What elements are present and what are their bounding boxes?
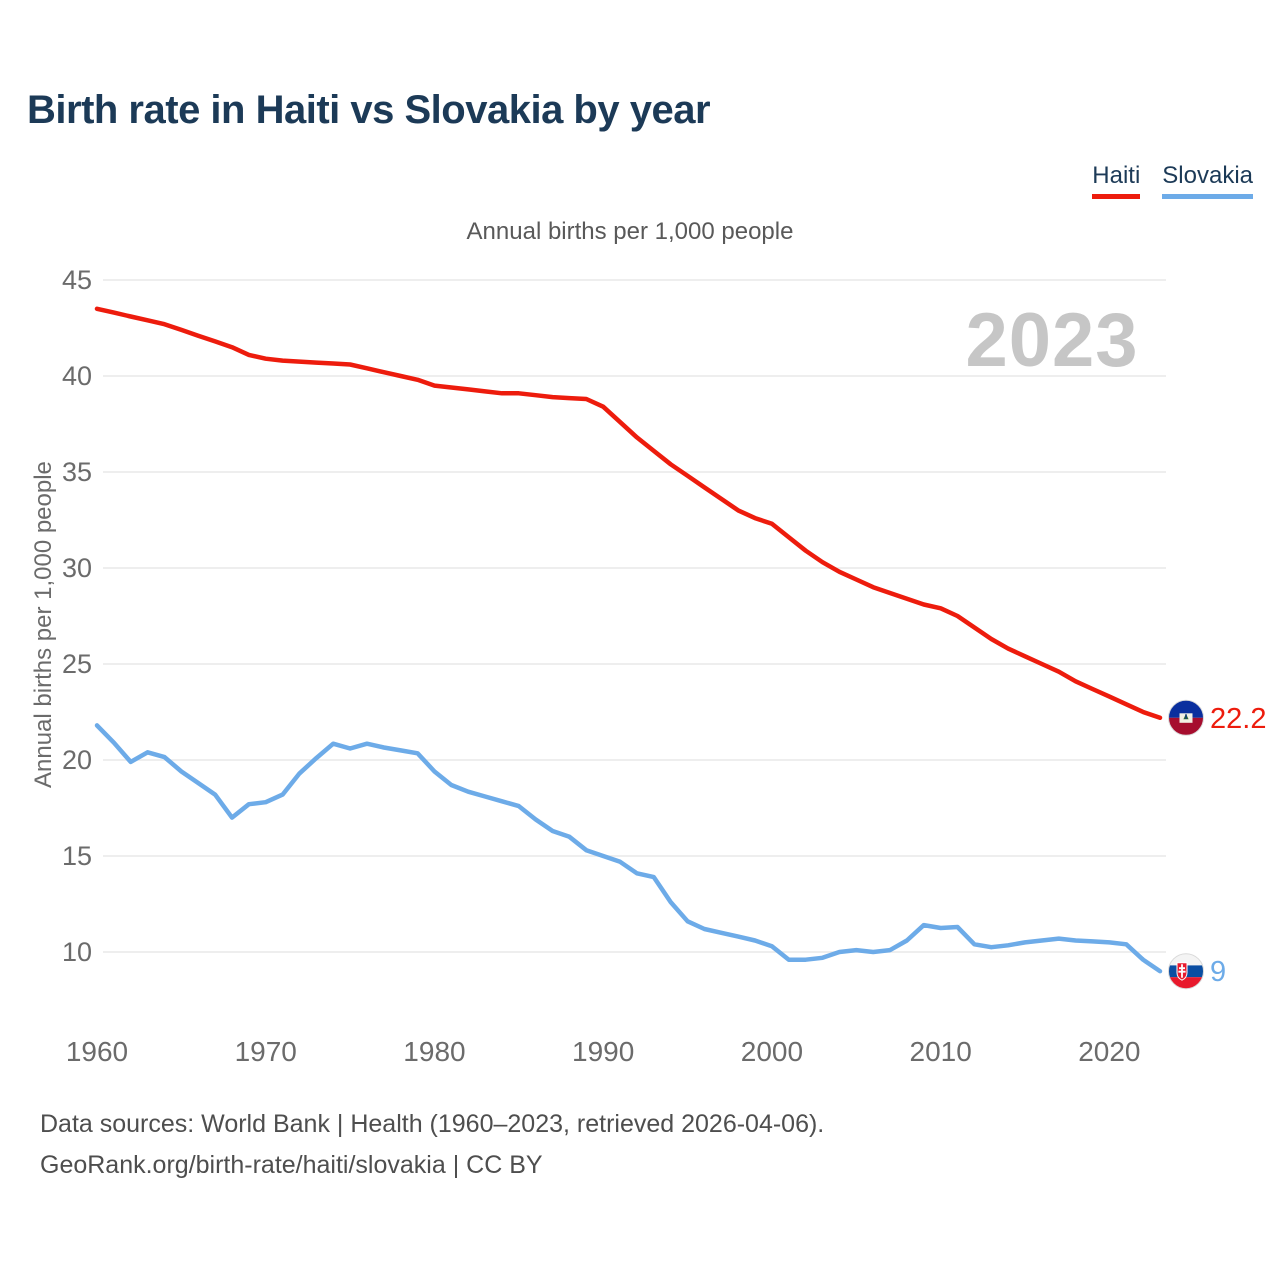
legend-label-slovakia: Slovakia [1162,162,1253,189]
footer-source-line: Data sources: World Bank | Health (1960–… [40,1110,825,1138]
x-tick-label: 2010 [910,1036,972,1067]
legend-item-slovakia[interactable]: Slovakia [1162,162,1253,200]
slovakia-line[interactable] [94,723,1163,974]
y-tick-label: 10 [62,937,92,967]
x-tick-label: 2000 [741,1036,803,1067]
x-axis-tick-labels: 1960 1970 1980 1990 2000 2010 2020 [66,1036,1141,1067]
x-tick-label: 1990 [572,1036,634,1067]
legend: Haiti Slovakia [1092,162,1253,200]
gridlines [103,279,1166,953]
haiti-end-value-label: 22.2 [1210,703,1266,735]
y-axis-tick-labels: 10 15 20 25 30 35 40 45 [62,265,92,967]
slovakia-flag-icon [1168,953,1204,990]
watermark-year: 2023 [965,298,1138,383]
y-tick-label: 35 [62,457,92,487]
y-tick-label: 45 [62,265,92,295]
footer-url-line: GeoRank.org/birth-rate/haiti/slovakia | … [40,1150,543,1179]
haiti-flag-icon [1168,699,1204,736]
haiti-line[interactable] [94,306,1163,721]
footer: Data sources: World Bank | Health (1960–… [40,1104,824,1185]
x-tick-label: 1960 [66,1036,128,1067]
legend-label-haiti: Haiti [1092,162,1141,189]
x-tick-label: 1980 [403,1036,465,1067]
y-tick-label: 15 [62,841,92,871]
slovakia-end-value-label: 9 [1210,956,1226,988]
y-tick-label: 30 [62,553,92,583]
chart-subtitle: Annual births per 1,000 people [466,218,794,245]
y-tick-label: 20 [62,745,92,775]
y-tick-label: 40 [62,361,92,391]
page-title: Birth rate in Haiti vs Slovakia by year [27,88,711,132]
y-tick-label: 25 [62,649,92,679]
x-tick-label: 2020 [1078,1036,1140,1067]
x-tick-label: 1970 [235,1036,297,1067]
legend-item-haiti[interactable]: Haiti [1092,162,1141,200]
